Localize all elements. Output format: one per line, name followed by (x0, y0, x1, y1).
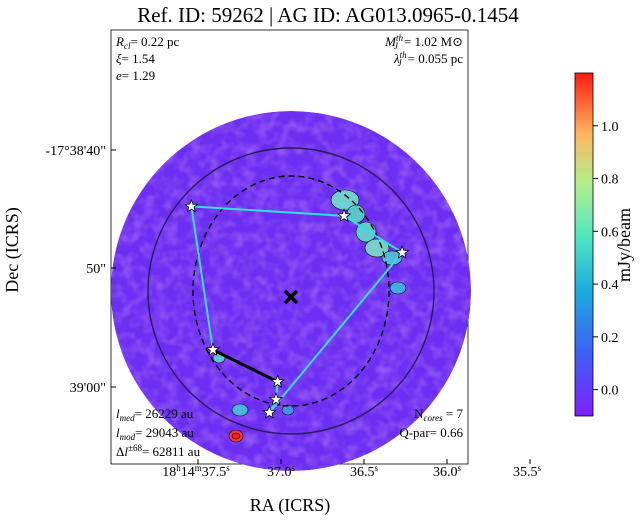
cluster-circle (147, 147, 435, 435)
annotation-e: e= 1.29 (116, 68, 155, 83)
annotation-rcl: Rcl= 0.22 pc (115, 34, 180, 51)
annotation-qpar: Q-par= 0.66 (399, 425, 463, 440)
mst-layer (190, 205, 403, 414)
x-tick-label-4: 35.5s (513, 463, 542, 480)
emission-blob-5 (389, 281, 407, 295)
center-marker (283, 289, 299, 305)
annotation-lmed: lmed= 26229 au (116, 406, 194, 423)
colorbar-label: mJy/beam (614, 208, 634, 282)
core-marker-1 (336, 208, 352, 222)
colorbar-tick-label-4: 0.8 (601, 173, 619, 188)
x-axis-ticks (197, 459, 531, 464)
y-axis-ticks (111, 149, 116, 388)
annotation-mjth: Mth J = 1.02 M⊙ (384, 33, 463, 51)
emission-blob-8 (231, 432, 241, 440)
chart-title: Ref. ID: 59262 | AG ID: AG013.0965-0.145… (137, 3, 519, 27)
colorbar (574, 72, 594, 417)
y-tick-label-1: 50" (86, 262, 106, 277)
cluster-ellipse (192, 175, 390, 407)
x-tick-label-0: 18h14m37.5s (162, 463, 230, 480)
emission-blob-0 (330, 189, 360, 211)
mst-edge-6 (268, 251, 403, 414)
core-marker-0 (184, 198, 199, 213)
y-tick-label-2: 39'00" (70, 381, 106, 396)
emission-blob-6 (231, 403, 249, 417)
core-marker-5 (268, 391, 284, 406)
core-marker-3 (205, 342, 221, 356)
mst-edge-0 (191, 205, 345, 217)
y-tick-label-0: -17°38'40" (46, 144, 107, 159)
core-marker-2 (394, 245, 410, 259)
colorbar-tick-label-0: 0.0 (601, 384, 619, 399)
mst-edge-3 (212, 348, 279, 384)
x-axis-label: RA (ICRS) (250, 495, 331, 516)
mst-edge-1 (343, 215, 403, 254)
x-tick-label-3: 36.0s (433, 463, 462, 480)
annotation-lambdajth: λth J = 0.055 pc (393, 50, 463, 68)
annotation-deltal: Δl±68= 62811 au (116, 443, 201, 459)
annotation-xi: ξ= 1.54 (116, 51, 155, 66)
emission-blob-9 (281, 404, 295, 416)
colorbar-tick-label-5: 1.0 (601, 120, 619, 135)
emission-map (111, 111, 471, 471)
cores-layer (184, 198, 410, 419)
colorbar-tick-label-2: 0.4 (601, 278, 619, 293)
annotation-ncores: Ncores = 7 (414, 406, 463, 423)
colorbar-tick-label-1: 0.2 (601, 331, 619, 346)
mst-edge-2 (190, 206, 214, 350)
core-marker-6 (262, 405, 277, 419)
core-marker-4 (270, 374, 285, 388)
x-tick-label-2: 36.5s (350, 463, 379, 480)
y-axis-label: Dec (ICRS) (2, 207, 23, 292)
colorbar-ticks: 0.0 0.2 0.4 0.6 0.8 1.0 (593, 120, 619, 399)
colorbar-tick-label-3: 0.6 (601, 225, 619, 240)
x-tick-label-1: 37.0s (267, 463, 296, 480)
annotation-lmod: lmod= 29043 au (116, 425, 194, 442)
